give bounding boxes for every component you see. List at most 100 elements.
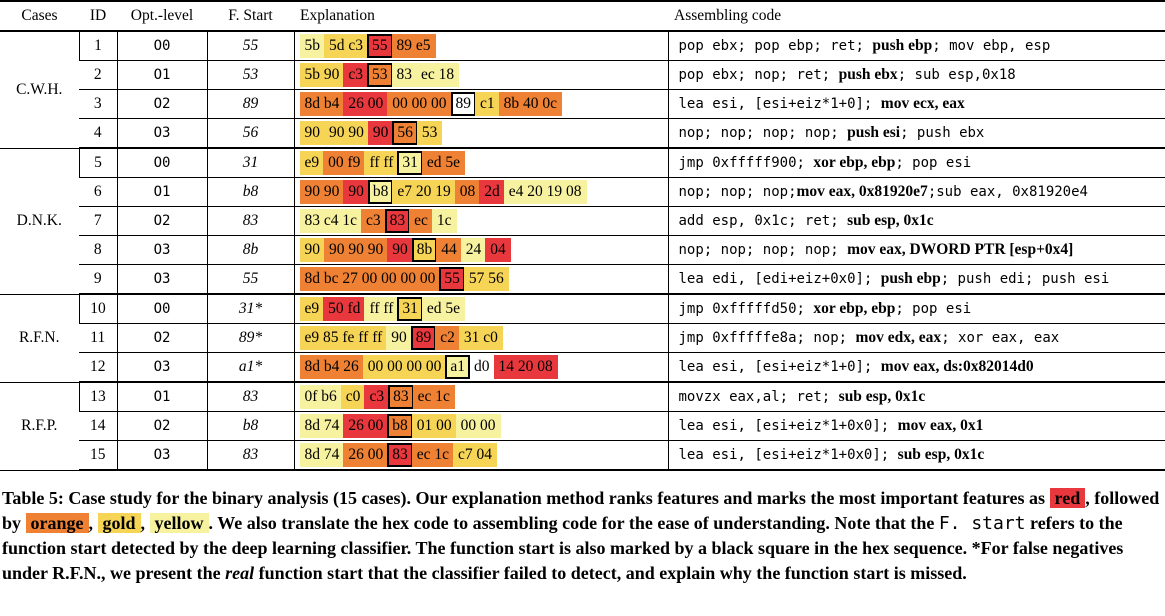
caption-text-2: , followed by [2, 488, 1160, 533]
hex-token-function-start: 56 [392, 121, 418, 145]
case-group-label: R.F.N. [0, 294, 79, 383]
hex-token-function-start: 55 [439, 267, 465, 291]
asm-text: ; xor eax, eax [941, 330, 1060, 346]
hex-token-function-start: 83 [387, 443, 413, 467]
hex-token: 50 fd [323, 297, 366, 321]
hex-token: c3 [343, 63, 369, 87]
explanation-cell: 83 c4 1c c3 83 ec 1c [293, 206, 668, 236]
asm-text: nop; nop; nop; nop; [678, 242, 848, 258]
asm-key-instruction: push ebp [880, 270, 941, 287]
opt-level-cell: O1 [116, 382, 207, 412]
table-row: 2 O1 53 5b 90 c3 53 83 ec 18 pop ebx; nop; ret; … [0, 60, 1165, 90]
explanation-cell: 8d b4 26 00 00 00 00 89 c1 8b 40 0c [293, 89, 668, 119]
hex-token: e9 [299, 297, 325, 321]
table-row: 15 O3 83 8d 74 26 00 83 ec 1c c7 04 lea esi, [es… [0, 440, 1165, 471]
explanation-cell: 5b 5d c3 55 89 e5 [293, 31, 668, 61]
assembling-code-cell: nop; nop; nop;mov eax, 0x81920e7;sub eax… [667, 177, 1165, 207]
id-cell: 1 [78, 31, 117, 61]
assembling-code-cell: lea esi, [esi+eiz*1+0]; mov ecx, eax [667, 89, 1165, 119]
hex-token: d0 [474, 358, 490, 375]
table-row: 6 O1 b8 90 90 90 b8 e7 20 19 08 2d e4 20 19 08 nop… [0, 177, 1165, 207]
function-start-cell: 8b [206, 235, 294, 265]
asm-text: ;sub eax, 0x81920e4 [927, 184, 1088, 200]
opt-level-cell: O1 [116, 177, 207, 207]
hex-token: 5b [299, 34, 325, 58]
function-start-cell: 31 [206, 148, 294, 178]
hex-token: ff ff [364, 151, 399, 175]
explanation-cell: 90 90 90 90 90 8b 44 24 04 [293, 235, 668, 265]
header-id: ID [79, 0, 117, 32]
function-start-cell: 53 [206, 60, 294, 90]
caption-sep-2: , [140, 513, 150, 533]
asm-text: ; mov ebp, esp [932, 38, 1051, 54]
asm-key-instruction: xor ebp, ebp [813, 300, 896, 317]
table-row: 7 O2 83 83 c4 1c c3 83 ec 1c add esp, 0x1c; ret;… [0, 206, 1165, 236]
assembling-code-cell: lea esi, [esi+eiz*1+0x0]; sub esp, 0x1c [667, 440, 1165, 471]
assembling-code-cell: pop ebx; pop ebp; ret; push ebp; mov ebp… [667, 31, 1165, 61]
explanation-cell: e9 85 fe ff ff 90 89 c2 31 c0 [293, 323, 668, 353]
table-row: C.W.H. 1 O0 55 5b 5d c3 55 89 e5 pop ebx; pop eb… [0, 31, 1165, 149]
asm-key-instruction: mov eax, DWORD PTR [esp+0x4] [847, 241, 1074, 258]
hex-token: 00 00 00 00 [362, 355, 447, 379]
assembling-code-cell: nop; nop; nop; nop; mov eax, DWORD PTR [… [667, 235, 1165, 265]
assembling-code-cell: jmp 0xfffffd50; xor ebp, ebp; pop esi [667, 294, 1165, 324]
hex-token: ec 1c [411, 443, 455, 467]
asm-key-instruction: sub esp, 0x1c [838, 388, 926, 405]
id-cell: 7 [79, 206, 117, 236]
id-cell: 4 [79, 118, 117, 149]
header-cases: Cases [0, 0, 79, 32]
hex-token: 04 [485, 238, 511, 262]
hex-token: 44 [436, 238, 462, 262]
hex-token: ec 18 [416, 63, 460, 87]
hex-token: e4 20 19 08 [503, 180, 587, 204]
hex-token-function-start: b8 [367, 180, 394, 204]
function-start-cell: 89 [206, 89, 294, 119]
asm-text: lea esi, [esi+eiz*1+0x0]; [678, 418, 898, 434]
hex-token: 00 00 00 [387, 92, 452, 116]
header-opt-level: Opt.-level [117, 0, 207, 32]
function-start-cell: 89* [206, 323, 294, 353]
asm-key-instruction: xor ebp, ebp [813, 154, 896, 171]
hex-token: 8d 74 [299, 443, 345, 467]
hex-token: 8d bc 27 00 00 00 00 [299, 267, 441, 291]
id-cell: 10 [78, 294, 117, 324]
opt-level-cell: O2 [116, 89, 207, 119]
hex-token: ed 5e [421, 297, 466, 321]
hex-token: 90 90 [299, 180, 345, 204]
asm-text: ; push ebx [900, 125, 985, 141]
function-start-cell: 56 [206, 118, 294, 149]
asm-text: add esp, 0x1c; ret; [678, 213, 848, 229]
hex-token: c1 [475, 92, 500, 116]
case-study-table-container: Cases ID Opt.-level F. Start Explanation… [0, 0, 1165, 471]
hex-token: 5d c3 [324, 34, 369, 58]
table-row: 8 O3 8b 90 90 90 90 90 8b 44 24 04 nop; nop; nop; … [0, 235, 1165, 265]
hex-token: 00 00 [455, 414, 501, 438]
hex-token-function-start: b8 [387, 414, 413, 438]
hex-token: c7 04 [453, 443, 498, 467]
hex-token: ed 5e [421, 151, 466, 175]
table-row: R.F.P. 13 O1 83 0f b6 c0 c3 83 ec 1c movzx eax,al… [0, 382, 1165, 471]
hex-token: 8d b4 [299, 92, 345, 116]
asm-key-instruction: push ebx [838, 66, 898, 83]
caption-fstart-mono: F. start [938, 513, 1026, 534]
asm-key-instruction: mov eax, 0x81920e7 [796, 183, 928, 200]
hex-token: e9 [299, 151, 325, 175]
id-cell: 3 [79, 89, 117, 119]
asm-text: lea esi, [esi+eiz*1+0x0]; [678, 447, 898, 463]
function-start-cell: b8 [206, 177, 294, 207]
hex-token: 26 00 [343, 443, 389, 467]
function-start-cell: 83 [206, 382, 294, 412]
explanation-cell: 8d bc 27 00 00 00 00 55 57 56 [293, 264, 668, 295]
hex-token: 83 [391, 63, 418, 87]
hex-token: 00 f9 [323, 151, 366, 175]
function-start-cell: 31* [206, 294, 294, 324]
opt-level-cell: O0 [116, 31, 207, 61]
id-cell: 13 [78, 382, 117, 412]
caption-yellow-chip: yellow [149, 513, 209, 533]
asm-text: lea esi, [esi+eiz*1+0]; [678, 359, 881, 375]
hex-token: 90 [299, 238, 325, 262]
asm-key-instruction: push esi [847, 124, 901, 141]
caption-text-1: Table 5: Case study for the binary analy… [2, 488, 1050, 508]
asm-text: jmp 0xfffffd50; [678, 301, 814, 317]
opt-level-cell: O3 [116, 352, 207, 383]
